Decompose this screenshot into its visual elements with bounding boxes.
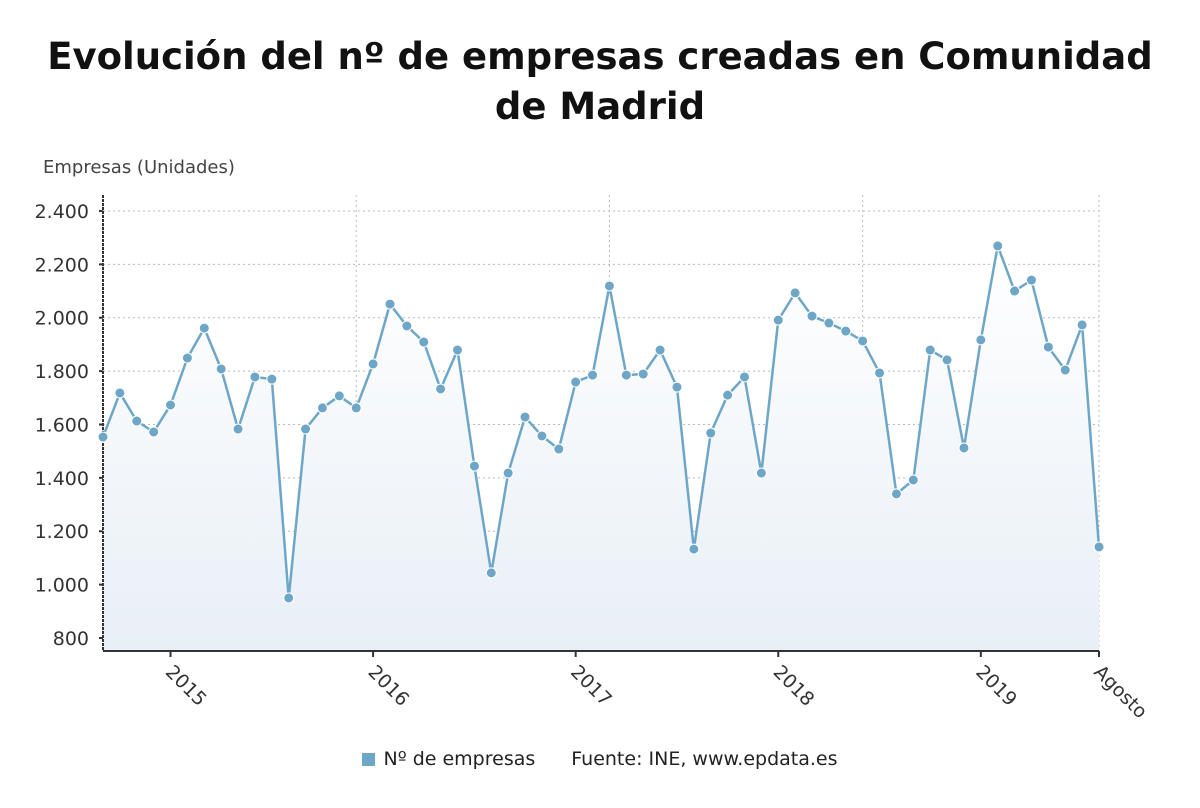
- data-point: [553, 443, 565, 455]
- data-point: [890, 488, 902, 500]
- data-point: [502, 467, 514, 479]
- data-point: [367, 358, 379, 370]
- source-note: Fuente: INE, www.epdata.es: [571, 748, 838, 770]
- data-point: [401, 320, 413, 332]
- data-point: [114, 387, 126, 399]
- area-fill: [103, 245, 1099, 652]
- data-point: [874, 367, 886, 379]
- data-point: [97, 431, 109, 443]
- data-point: [654, 344, 666, 356]
- data-point: [688, 543, 700, 555]
- data-point: [705, 427, 717, 439]
- y-tick-label: 1.800: [35, 361, 89, 383]
- data-point: [637, 368, 649, 380]
- data-point: [738, 371, 750, 383]
- data-point: [468, 460, 480, 472]
- data-point: [992, 240, 1004, 252]
- data-point: [907, 474, 919, 486]
- x-tick-label: 2017: [566, 661, 616, 711]
- x-tick-label: 2018: [769, 661, 819, 711]
- data-point: [603, 280, 615, 292]
- data-point: [1076, 319, 1088, 331]
- data-point: [418, 336, 430, 348]
- data-point: [1093, 541, 1105, 553]
- data-point: [148, 426, 160, 438]
- data-point: [975, 334, 987, 346]
- data-point: [1009, 285, 1021, 297]
- x-tick-label: 2019: [971, 661, 1021, 711]
- data-point: [1025, 274, 1037, 286]
- data-point: [823, 317, 835, 329]
- x-tick-label: 2016: [364, 661, 414, 711]
- data-point: [384, 298, 396, 310]
- y-axis-label: Empresas (Unidades): [43, 157, 235, 178]
- data-point: [857, 335, 869, 347]
- data-point: [671, 381, 683, 393]
- data-point: [806, 310, 818, 322]
- data-point: [587, 369, 599, 381]
- y-tick-label: 1.000: [35, 575, 89, 597]
- data-point: [452, 344, 464, 356]
- data-point: [249, 371, 261, 383]
- data-point: [1059, 364, 1071, 376]
- data-point: [266, 373, 278, 385]
- legend: Nº de empresas Fuente: INE, www.epdata.es: [0, 748, 1200, 770]
- data-point: [840, 325, 852, 337]
- data-point: [435, 383, 447, 395]
- data-point: [300, 423, 312, 435]
- data-point: [722, 389, 734, 401]
- data-point: [789, 287, 801, 299]
- y-tick-label: 1.200: [35, 521, 89, 543]
- data-point: [316, 402, 328, 414]
- data-point: [620, 369, 632, 381]
- y-tick-label: 1.600: [35, 414, 89, 436]
- chart-title: Evolución del nº de empresas creadas en …: [47, 35, 1153, 128]
- y-tick-label: 800: [53, 628, 89, 650]
- data-point: [350, 402, 362, 414]
- data-point: [165, 399, 177, 411]
- y-tick-label: 2.000: [35, 308, 89, 330]
- x-tick-label: 2015: [161, 661, 211, 711]
- data-point: [755, 467, 767, 479]
- data-point: [772, 314, 784, 326]
- y-tick-label: 2.200: [35, 254, 89, 276]
- data-point: [570, 376, 582, 388]
- data-point: [485, 567, 497, 579]
- data-point: [924, 344, 936, 356]
- data-point: [958, 442, 970, 454]
- y-tick-label: 2.400: [35, 201, 89, 223]
- y-tick-label: 1.400: [35, 468, 89, 490]
- data-point: [232, 423, 244, 435]
- legend-label: Nº de empresas: [383, 748, 536, 770]
- data-point: [198, 322, 210, 334]
- data-point: [519, 411, 531, 423]
- data-point: [333, 390, 345, 402]
- legend-swatch: [362, 753, 376, 766]
- data-point: [215, 363, 227, 375]
- data-point: [181, 352, 193, 364]
- data-point: [941, 354, 953, 366]
- x-tick-label: Agosto: [1089, 661, 1151, 723]
- data-point: [536, 430, 548, 442]
- data-point: [1042, 341, 1054, 353]
- data-point: [131, 415, 143, 427]
- data-point: [283, 592, 295, 604]
